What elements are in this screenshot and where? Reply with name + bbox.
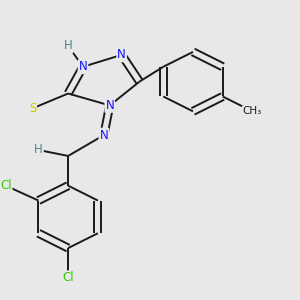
Text: N: N <box>105 99 114 112</box>
Text: H: H <box>64 40 73 52</box>
Text: N: N <box>79 60 87 73</box>
Text: N: N <box>99 129 108 142</box>
Text: S: S <box>29 102 36 115</box>
Text: H: H <box>34 143 43 157</box>
Text: Cl: Cl <box>0 179 11 192</box>
Text: N: N <box>117 48 126 62</box>
Text: Cl: Cl <box>62 271 74 284</box>
Text: CH₃: CH₃ <box>243 106 262 116</box>
